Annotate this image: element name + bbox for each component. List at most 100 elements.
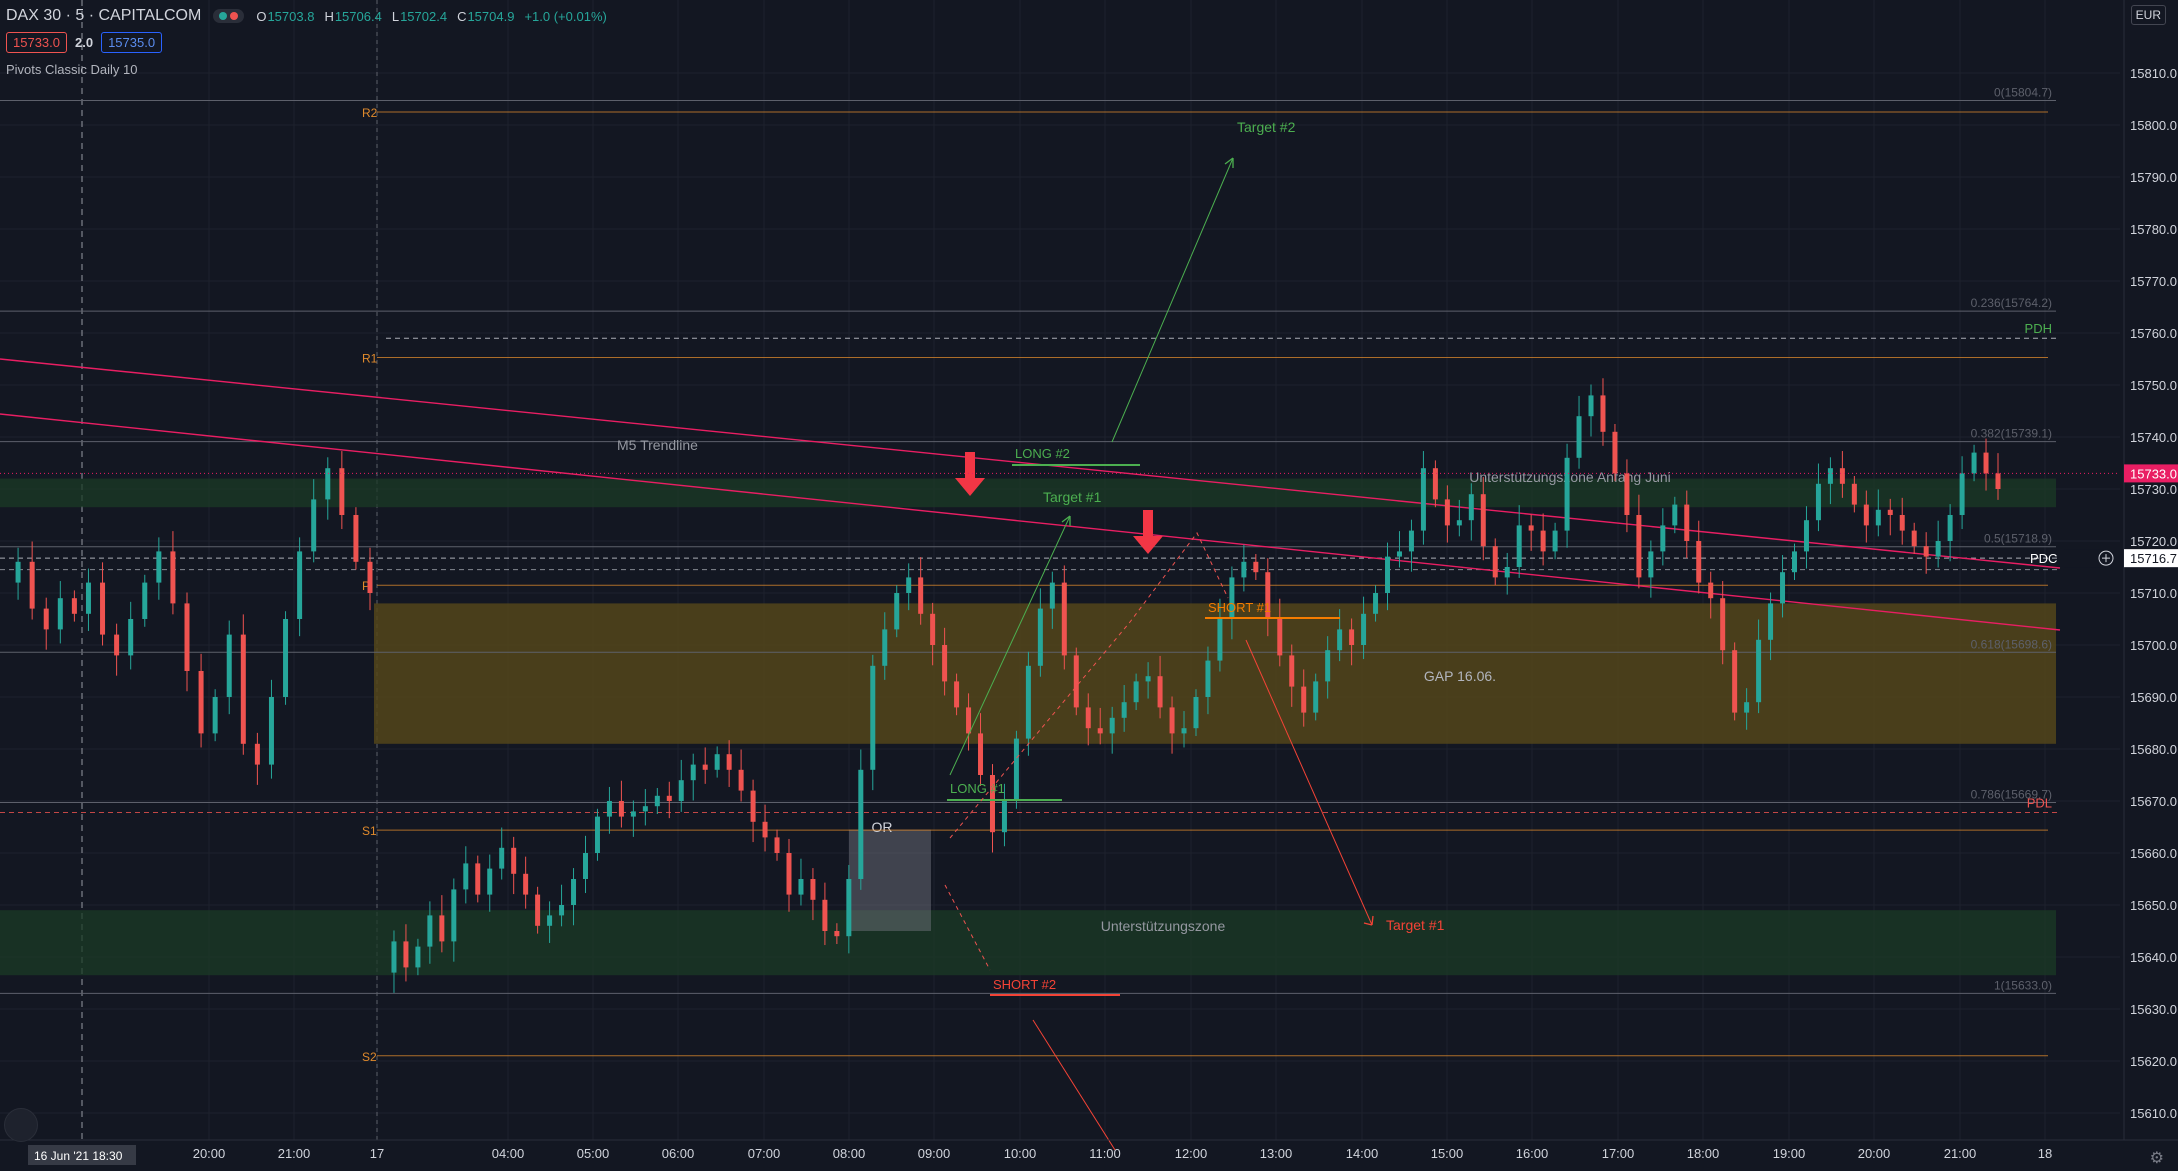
candle-body xyxy=(254,743,260,765)
candle-body xyxy=(499,847,505,869)
candle-body xyxy=(1803,520,1809,552)
price-axis-label: 15660.0 xyxy=(2130,846,2177,861)
candle-body xyxy=(1420,468,1426,531)
candle-body xyxy=(582,853,588,879)
time-axis-label: 15:00 xyxy=(1431,1146,1464,1161)
candle-body xyxy=(1325,650,1331,682)
sell-button[interactable]: 15733.0 xyxy=(6,32,67,53)
candle-body xyxy=(1217,619,1223,661)
price-axis-label: 15620.0 xyxy=(2130,1054,2177,1069)
tradingview-logo-icon[interactable] xyxy=(4,1108,38,1142)
candle-body xyxy=(1708,582,1714,599)
candle-body xyxy=(1085,707,1091,729)
fib-level-label: 0(15804.7) xyxy=(1994,86,2052,100)
candle-body xyxy=(1540,530,1546,552)
time-axis-label: 05:00 xyxy=(577,1146,610,1161)
candle-body xyxy=(57,598,63,630)
price-axis-label: 15700.0 xyxy=(2130,638,2177,653)
candle-body xyxy=(1504,567,1510,578)
candle-body xyxy=(1815,483,1821,521)
time-axis-label: 16:00 xyxy=(1516,1146,1549,1161)
candle-body xyxy=(487,868,493,895)
candle-body xyxy=(678,780,684,801)
signal-down-arrow-icon xyxy=(1133,510,1163,554)
open-label: O xyxy=(256,8,267,24)
candle-body xyxy=(750,790,756,822)
candle-body xyxy=(339,468,345,515)
candle-body xyxy=(1001,801,1007,833)
short2-arrow xyxy=(1032,1019,1116,1151)
settings-gear-icon[interactable]: ⚙ xyxy=(2149,1150,2164,1167)
price-axis-label: 15740.0 xyxy=(2130,430,2177,445)
long1-arrow xyxy=(949,515,1071,776)
opening-range-label: OR xyxy=(872,819,893,835)
candle-body xyxy=(100,582,106,635)
candle-body xyxy=(1037,608,1043,666)
candle-body xyxy=(1265,572,1271,619)
candle-body xyxy=(1564,457,1570,531)
support-zone-label: Unterstützungszone xyxy=(1101,918,1226,934)
close-label: C xyxy=(457,8,467,24)
symbol-title[interactable]: DAX 30 · 5 · CAPITALCOM xyxy=(6,7,202,24)
spread-value: 2.0 xyxy=(75,35,94,50)
support-zone xyxy=(0,478,2056,508)
crosshair-time-tag xyxy=(28,1145,136,1165)
candle-body xyxy=(1875,509,1881,526)
candle-body xyxy=(1744,702,1750,713)
candle-body xyxy=(1013,738,1019,801)
candle-body xyxy=(726,754,732,770)
candle-body xyxy=(1396,551,1402,557)
candle-body xyxy=(618,801,624,817)
candle-body xyxy=(762,821,768,838)
candle-body xyxy=(1696,541,1702,583)
long2-target-label: Target #2 xyxy=(1237,119,1296,135)
price-axis-label: 15710.0 xyxy=(2130,586,2177,601)
arrow-head xyxy=(1224,157,1234,168)
candle-body xyxy=(1193,697,1199,729)
short2-label: SHORT #2 xyxy=(993,977,1056,992)
candle-body xyxy=(654,795,660,807)
candle-body xyxy=(1025,665,1031,739)
candle-body xyxy=(1959,473,1965,515)
candle-body xyxy=(297,551,303,619)
pdc-price-tag xyxy=(2124,549,2178,568)
candle-body xyxy=(1169,707,1175,734)
long2-arrow xyxy=(1111,157,1234,443)
fib-level-label: 0.618(15698.6) xyxy=(1971,637,2052,651)
long1-label: LONG #1 xyxy=(950,781,1005,796)
buy-button[interactable]: 15735.0 xyxy=(101,32,163,53)
add-alert-icon xyxy=(2098,550,2114,566)
candle-body xyxy=(1971,452,1977,474)
time-axis-label: 11:00 xyxy=(1089,1146,1121,1161)
candle-body xyxy=(1349,629,1355,645)
fib-level-label: 0.236(15764.2) xyxy=(1971,296,2052,310)
candle-body xyxy=(702,764,708,770)
candle-body xyxy=(989,775,995,833)
candle-body xyxy=(1600,395,1606,432)
time-axis-label: 12:00 xyxy=(1175,1146,1208,1161)
status-dot-red xyxy=(230,12,239,20)
candle-body xyxy=(1588,395,1594,417)
candle-body xyxy=(1516,525,1522,567)
price-axis-label: 15670.0 xyxy=(2130,794,2177,809)
indicator-legend[interactable]: Pivots Classic Daily 10 xyxy=(6,62,138,77)
currency-button[interactable]: EUR xyxy=(2130,5,2166,25)
candle-body xyxy=(774,837,780,853)
candle-body xyxy=(1624,473,1630,515)
candle-body xyxy=(1145,676,1151,682)
short1-arrow xyxy=(1245,639,1373,926)
time-axis-label: 19:00 xyxy=(1773,1146,1806,1161)
price-axis-label: 15780.0 xyxy=(2130,222,2177,237)
pdc-price-tag-label: 15716.7 xyxy=(2130,551,2177,566)
candle-body xyxy=(1648,551,1654,578)
price-axis-label: 15610.0 xyxy=(2130,1106,2177,1121)
candle-body xyxy=(184,603,190,671)
candle-body xyxy=(1827,468,1833,484)
price-axis-label: 15690.0 xyxy=(2130,690,2177,705)
gap-zone xyxy=(374,603,2056,744)
market-status-indicator[interactable] xyxy=(213,9,245,23)
time-axis-label: 04:00 xyxy=(492,1146,525,1161)
candle-body xyxy=(1456,520,1462,526)
reference-line-label: PDH xyxy=(2025,321,2052,336)
